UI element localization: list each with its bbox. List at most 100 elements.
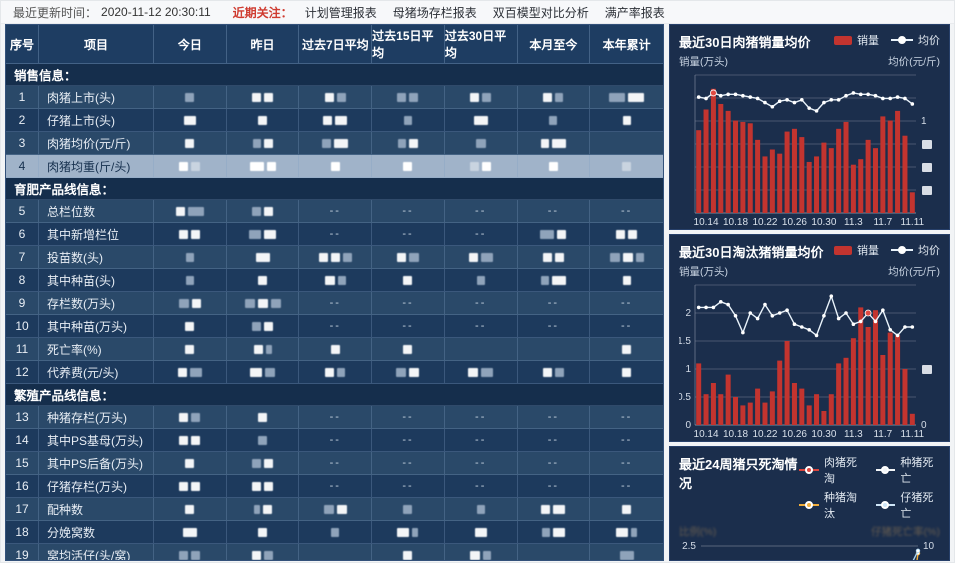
table-section-row: 销售信息：: [6, 64, 663, 86]
table-row[interactable]: 9 存栏数(万头) -- -- -- -- --: [6, 292, 663, 315]
table-row[interactable]: 12 代养费(元/头): [6, 361, 663, 384]
redacted-value-block: [258, 115, 268, 125]
table-row[interactable]: 10 其中种苗(万头) -- -- -- -- --: [6, 315, 663, 338]
redacted-value-block: [330, 161, 340, 171]
table-row[interactable]: 3 肉猪均价(元/斤): [6, 132, 663, 155]
chart-legend: 销量 均价: [834, 32, 940, 48]
chart-card-head: 最近30日肉猪销量均价 销量 均价: [679, 32, 940, 51]
redacted-value-block: [185, 92, 195, 102]
redacted-value-block: [397, 527, 410, 537]
topbar-tab-2[interactable]: 母猪场存栏报表: [392, 5, 477, 20]
sales-bars-series: [696, 88, 915, 213]
legend-item-销量[interactable]: 销量: [834, 32, 879, 48]
row-index: 6: [6, 223, 39, 246]
no-data-dash: --: [547, 297, 560, 309]
row-label: 总栏位数: [39, 200, 154, 223]
table-row[interactable]: 5 总栏位数 -- -- -- -- --: [6, 200, 663, 223]
row-index: 11: [6, 338, 39, 361]
table-row[interactable]: 4 肉猪均重(斤/头): [6, 155, 663, 178]
row-index: 17: [6, 498, 39, 521]
table-row[interactable]: 7 投苗数(头): [6, 246, 663, 269]
table-cell: [154, 544, 227, 560]
legend-item-肉猪死淘[interactable]: 肉猪死淘: [799, 454, 863, 486]
no-data-dash: --: [547, 434, 560, 446]
redacted-value-block: [635, 252, 644, 262]
table-cell: --: [299, 429, 373, 452]
table-row[interactable]: 16 仔猪存栏(万头) -- -- -- -- --: [6, 475, 663, 498]
table-cell: [154, 452, 227, 475]
svg-text:10.18: 10.18: [723, 429, 748, 440]
redacted-value-block: [185, 321, 195, 331]
y-axis-left-label: 比例(%): [679, 526, 717, 538]
row-label: 分娩窝数: [39, 521, 154, 544]
table-cell: [226, 361, 300, 384]
table-cell: [444, 86, 518, 109]
redacted-value-block: [616, 229, 626, 239]
legend-item-均价[interactable]: 均价: [891, 32, 940, 48]
table-cell: --: [590, 475, 663, 498]
table-cell: --: [299, 223, 373, 246]
legend-item-种猪淘汰[interactable]: 种猪淘汰: [799, 489, 863, 521]
redacted-value-block: [609, 252, 620, 262]
table-cell: [517, 86, 591, 109]
topbar-tab-4[interactable]: 满产率报表: [604, 5, 665, 20]
table-cell: [299, 246, 373, 269]
redacted-value-block: [179, 412, 189, 422]
main-content: 序号 项目 今日 昨日 过去7日平均 过去15日平均 过去30日平均 本月至今 本年累计 销售信息…: [1, 24, 954, 561]
table-cell: [154, 498, 227, 521]
topbar-tab-3[interactable]: 双百模型对比分析: [492, 5, 589, 20]
no-data-dash: --: [475, 457, 487, 469]
redacted-value-block: [480, 252, 493, 262]
table-row[interactable]: 17 配种数: [6, 498, 663, 521]
legend-item-均价[interactable]: 均价: [891, 242, 940, 258]
redacted-value-block: [324, 275, 335, 285]
table-cell: --: [517, 200, 591, 223]
table-row[interactable]: 19 窝均活仔(头/窝): [6, 544, 663, 560]
redacted-value-block: [252, 321, 262, 331]
column-header: 序号: [6, 25, 39, 64]
table-row[interactable]: 14 其中PS基母(万头) -- -- -- -- --: [6, 429, 663, 452]
chart-canvas-pig-sales: 1 10.14 10.18 10.22 10.26 10.30 11.3 11.7 11.11: [694, 74, 932, 228]
row-index: 1: [6, 86, 39, 109]
table-row[interactable]: 18 分娩窝数: [6, 521, 663, 544]
legend-line-marker-icon: [875, 501, 896, 509]
table-cell: --: [444, 452, 518, 475]
table-row[interactable]: 1 肉猪上市(头): [6, 86, 663, 109]
redacted-value-block: [470, 161, 480, 171]
table-row[interactable]: 6 其中新增栏位 -- -- --: [6, 223, 663, 246]
legend-item-种猪死亡[interactable]: 种猪死亡: [875, 454, 940, 486]
table-row[interactable]: 11 死亡率(%): [6, 338, 663, 361]
redacted-value-block: [249, 161, 264, 171]
redacted-value-block: [179, 550, 189, 560]
table-cell: --: [372, 315, 445, 338]
no-data-dash: --: [547, 411, 560, 423]
redacted-value-block: [185, 275, 194, 285]
row-index: 16: [6, 475, 39, 498]
redacted-value-block: [178, 298, 189, 308]
redacted-value-block: [409, 92, 419, 102]
redacted-value-block: [631, 527, 638, 537]
legend-label: 肉猪死淘: [824, 457, 857, 485]
legend-item-仔猪死亡[interactable]: 仔猪死亡: [875, 489, 940, 521]
svg-text:1: 1: [685, 364, 691, 375]
redacted-value-block: [616, 527, 629, 537]
redacted-value-block: [396, 367, 407, 377]
row-label: 配种数: [39, 498, 154, 521]
redacted-value-block: [481, 367, 494, 377]
svg-text:10.18: 10.18: [723, 217, 748, 228]
table-row[interactable]: 8 其中种苗(头): [6, 269, 663, 292]
topbar-tab-1[interactable]: 计划管理报表: [304, 5, 377, 20]
redacted-value-block: [322, 138, 332, 148]
table-row[interactable]: 13 种猪存栏(万头) -- -- -- -- --: [6, 406, 663, 429]
table-cell: [226, 498, 300, 521]
redacted-value-block: [252, 550, 262, 560]
table-row[interactable]: 15 其中PS后备(万头) -- -- -- -- --: [6, 452, 663, 475]
table-cell: [299, 521, 373, 544]
table-cell: --: [299, 292, 373, 315]
table-cell: --: [517, 315, 591, 338]
redacted-value-block: [191, 412, 201, 422]
table-cell: [226, 429, 300, 452]
legend-item-销量[interactable]: 销量: [834, 242, 879, 258]
table-row[interactable]: 2 仔猪上市(头): [6, 109, 663, 132]
no-data-dash: --: [620, 434, 633, 446]
